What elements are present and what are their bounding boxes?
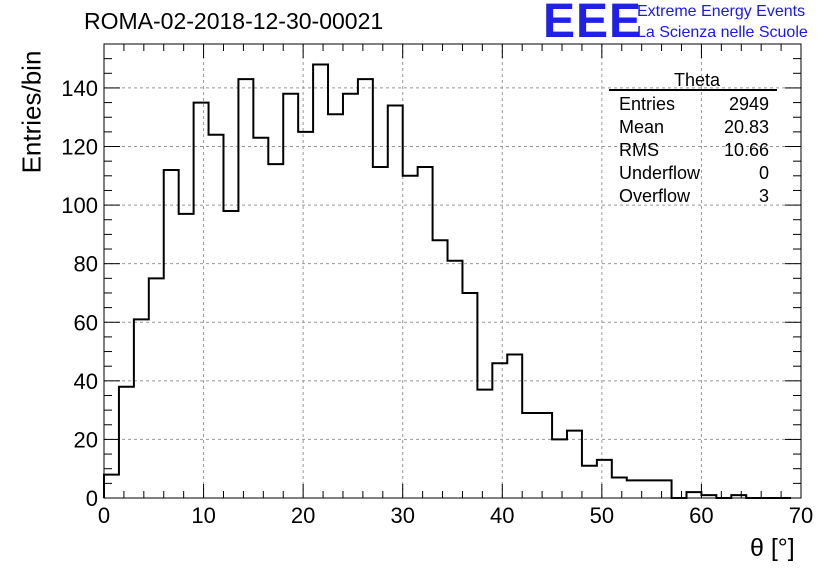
histogram-outline [103, 63, 792, 499]
histogram-bin [328, 114, 343, 498]
stats-label: Entries [619, 94, 676, 114]
histogram-bin [134, 319, 149, 498]
axes [103, 43, 802, 499]
y-tick-label: 100 [61, 193, 98, 218]
logo-subtitle-line2: La Scienza nelle Scuole [637, 24, 808, 41]
histogram-bin [313, 65, 328, 498]
x-tick-label: 50 [590, 503, 614, 528]
stats-row-underflow: Underflow 0 [609, 162, 777, 185]
histogram-bin [283, 94, 298, 498]
histogram-bin [179, 214, 194, 498]
histogram-bin [209, 135, 224, 498]
y-tick-label: 20 [74, 427, 98, 452]
histogram-bin [522, 413, 537, 498]
histogram-bin [507, 354, 522, 498]
eee-logo: EEE [543, 0, 643, 48]
histogram-bin [492, 363, 507, 498]
x-axis-label: θ [°] [750, 534, 795, 562]
stats-value: 20.83 [723, 117, 769, 137]
histogram-bars [103, 63, 792, 499]
stats-row-rms: RMS 10.66 [609, 139, 777, 162]
x-tick-label: 30 [390, 503, 414, 528]
histogram-bin [477, 390, 492, 498]
histogram-bin [343, 94, 358, 498]
chart-title: ROMA-02-2018-12-30-00021 [84, 8, 384, 34]
histogram-bin [448, 261, 463, 498]
histogram-bin [104, 475, 119, 498]
plot-frame [103, 43, 802, 499]
histogram-bin [119, 387, 134, 498]
histogram-bin [597, 460, 612, 498]
histogram-bin [582, 466, 597, 498]
stats-label: Mean [619, 117, 665, 137]
histogram-bin [253, 138, 268, 498]
stats-divider [609, 89, 777, 91]
stats-label: Underflow [619, 163, 701, 183]
histogram-bin [537, 413, 552, 498]
x-tick-label: 40 [490, 503, 514, 528]
logo-subtitle-line1: Extreme Energy Events [637, 3, 806, 20]
y-tick-label: 40 [74, 369, 98, 394]
y-tick-label: 120 [61, 135, 98, 160]
stats-value: 0 [758, 163, 769, 183]
histogram-bin [418, 167, 433, 498]
histogram-bin [627, 480, 642, 498]
stats-row-overflow: Overflow 3 [609, 185, 777, 208]
histogram-bin [298, 132, 313, 498]
histogram-bin [567, 431, 582, 498]
histogram-bin [194, 103, 209, 498]
grid-lines [104, 44, 801, 498]
histogram-bin [462, 293, 477, 498]
x-tick-label: 10 [191, 503, 215, 528]
x-tick-label: 0 [98, 503, 110, 528]
stats-title: Theta [673, 70, 721, 90]
histogram-bin [223, 211, 238, 498]
histogram-bin [642, 480, 657, 498]
x-tick-label: 70 [789, 503, 813, 528]
stats-label: Overflow [619, 186, 691, 206]
histogram-bin [403, 176, 418, 498]
stats-label: RMS [619, 140, 659, 160]
stats-value: 2949 [728, 94, 769, 114]
stats-value: 3 [758, 186, 769, 206]
stats-value: 10.66 [723, 140, 769, 160]
stats-box: Theta Entries 2949 Mean 20.83 RMS 10.66 … [609, 71, 777, 208]
histogram-bin [358, 79, 373, 498]
histogram-bin [657, 480, 672, 498]
x-tick-label: 60 [689, 503, 713, 528]
histogram-bin [612, 477, 627, 498]
stats-row-entries: Entries 2949 [609, 93, 777, 116]
histogram-bin [552, 439, 567, 498]
x-tick-label: 20 [291, 503, 315, 528]
histogram-bin [373, 167, 388, 498]
y-axis-label: Entries/bin [16, 50, 47, 174]
y-tick-label: 140 [61, 76, 98, 101]
histogram-bin [433, 240, 448, 498]
y-tick-label: 80 [74, 252, 98, 277]
histogram-bin [149, 278, 164, 498]
y-tick-label: 60 [74, 310, 98, 335]
histogram-bin [238, 79, 253, 498]
stats-row-mean: Mean 20.83 [609, 116, 777, 139]
y-tick-label: 0 [86, 486, 98, 511]
histogram-bin [388, 106, 403, 498]
histogram-bin [164, 170, 179, 498]
histogram-bin [268, 164, 283, 498]
